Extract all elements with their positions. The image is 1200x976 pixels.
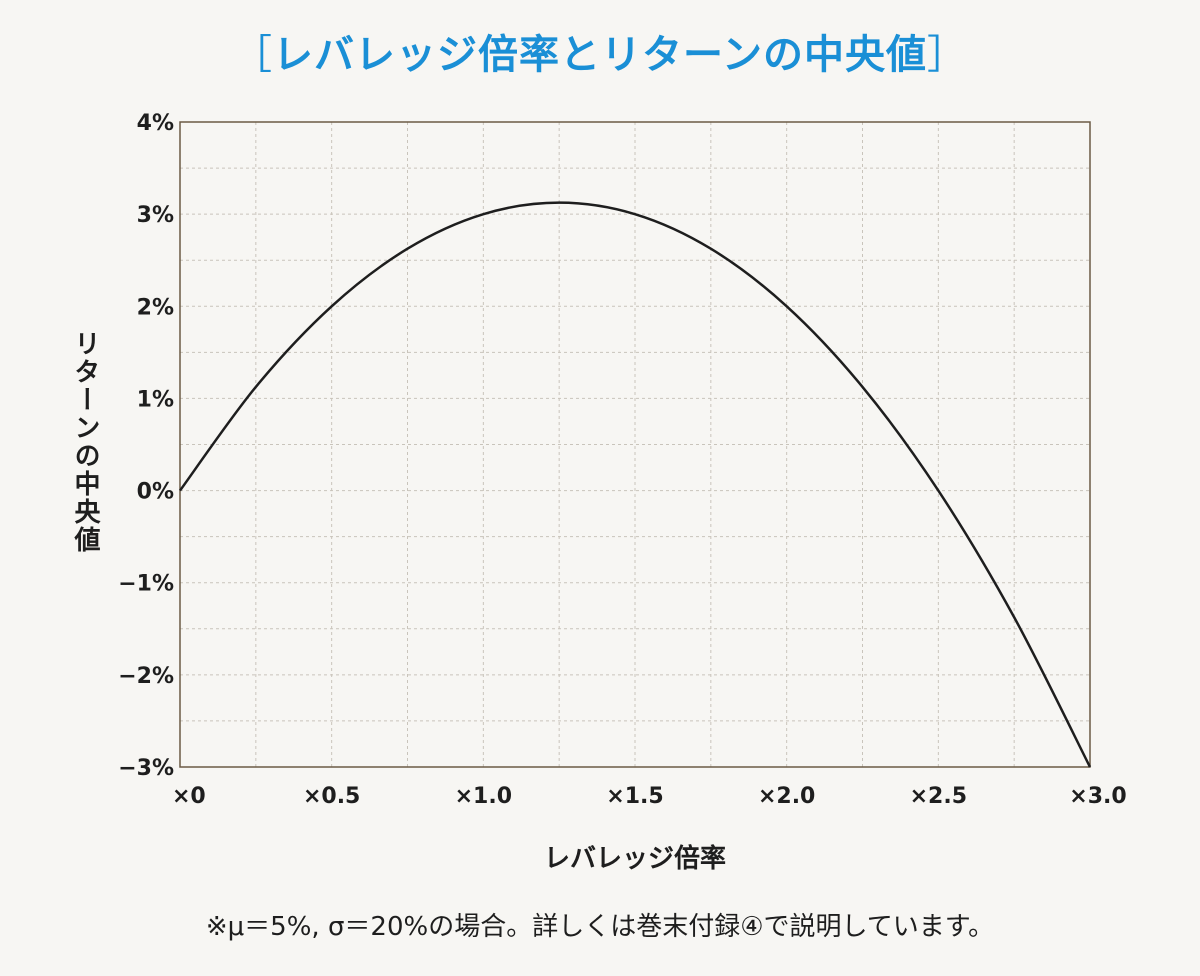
x-tick-label: ×0 bbox=[172, 784, 206, 809]
x-tick-labels: ×0 ×0.5 ×1.0 ×1.5 ×2.0 ×2.5 ×3.0 bbox=[172, 784, 1127, 809]
y-tick-label: −2% bbox=[118, 664, 174, 689]
title-bracket-open: ［ bbox=[232, 32, 273, 78]
y-tick-label: 2% bbox=[137, 295, 174, 320]
y-tick-label: −3% bbox=[118, 756, 174, 781]
y-tick-label: 0% bbox=[137, 480, 174, 505]
x-tick-label: ×2.5 bbox=[910, 784, 967, 809]
title-text: レバレッジ倍率とリターンの中央値 bbox=[273, 32, 927, 78]
footnote: ※μ＝5%, σ＝20%の場合。詳しくは巻末付録④で説明しています。 bbox=[205, 912, 995, 942]
x-axis-label: レバレッジ倍率 bbox=[543, 844, 726, 874]
y-tick-label: −1% bbox=[118, 572, 174, 597]
chart-title: ［レバレッジ倍率とリターンの中央値］ bbox=[0, 22, 1200, 80]
y-axis-label: リターンの中央値 bbox=[70, 330, 100, 554]
x-tick-label: ×2.0 bbox=[758, 784, 815, 809]
y-tick-label: 1% bbox=[137, 387, 174, 412]
plot-frame bbox=[179, 121, 1091, 768]
y-tick-label: 3% bbox=[137, 203, 174, 228]
median-return-curve bbox=[178, 201, 1092, 768]
x-tick-label: ×1.0 bbox=[455, 784, 512, 809]
y-tick-labels: 4% 3% 2% 1% 0% −1% −2% −3% bbox=[118, 111, 174, 781]
title-bracket-close: ］ bbox=[927, 32, 968, 78]
x-tick-label: ×1.5 bbox=[606, 784, 663, 809]
x-tick-label: ×3.0 bbox=[1069, 784, 1126, 809]
grid-lines bbox=[179, 121, 1091, 768]
x-tick-label: ×0.5 bbox=[303, 784, 360, 809]
y-tick-label: 4% bbox=[137, 111, 174, 136]
